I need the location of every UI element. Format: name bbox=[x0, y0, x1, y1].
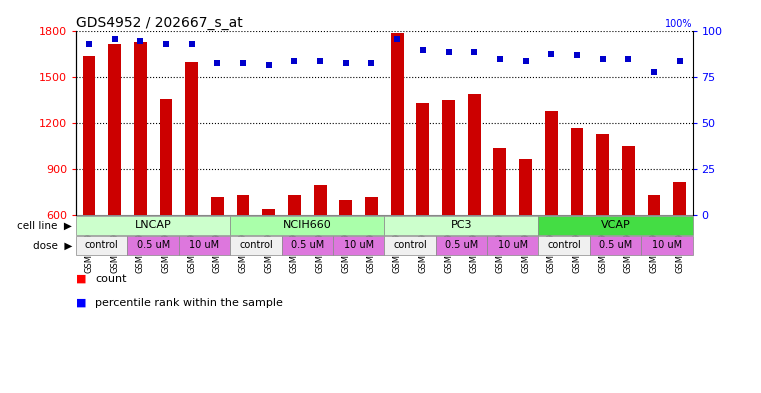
Text: control: control bbox=[547, 241, 581, 250]
Text: dose  ▶: dose ▶ bbox=[33, 241, 72, 250]
Bar bbox=[545, 111, 558, 215]
Text: percentile rank within the sample: percentile rank within the sample bbox=[95, 298, 283, 308]
Bar bbox=[519, 159, 532, 215]
Point bbox=[442, 48, 454, 55]
Bar bbox=[288, 195, 301, 215]
Text: 0.5 uM: 0.5 uM bbox=[599, 241, 632, 250]
Point bbox=[571, 52, 583, 59]
Point bbox=[597, 56, 609, 62]
Point bbox=[391, 36, 403, 42]
Bar bbox=[339, 200, 352, 215]
Bar bbox=[108, 44, 121, 215]
Text: PC3: PC3 bbox=[451, 220, 472, 230]
Point bbox=[520, 58, 532, 64]
Bar bbox=[263, 209, 275, 215]
Bar bbox=[76, 236, 128, 255]
Bar bbox=[435, 236, 487, 255]
Bar bbox=[179, 236, 230, 255]
Bar bbox=[596, 134, 609, 215]
Bar bbox=[571, 128, 584, 215]
Bar bbox=[590, 236, 641, 255]
Point bbox=[186, 41, 198, 48]
Text: 10 uM: 10 uM bbox=[498, 241, 528, 250]
Text: ■: ■ bbox=[76, 274, 87, 284]
Bar bbox=[211, 197, 224, 215]
Text: control: control bbox=[239, 241, 272, 250]
Point bbox=[545, 50, 557, 57]
Point bbox=[288, 58, 301, 64]
Bar bbox=[493, 148, 506, 215]
Bar bbox=[538, 216, 693, 235]
Text: ■: ■ bbox=[76, 298, 87, 308]
Point bbox=[212, 60, 224, 66]
Bar bbox=[128, 236, 179, 255]
Point bbox=[263, 61, 275, 68]
Point bbox=[673, 58, 686, 64]
Text: 100%: 100% bbox=[665, 18, 693, 29]
Bar bbox=[384, 216, 538, 235]
Text: 0.5 uM: 0.5 uM bbox=[291, 241, 324, 250]
Text: count: count bbox=[95, 274, 126, 284]
Bar bbox=[230, 236, 282, 255]
Bar bbox=[442, 100, 455, 215]
Text: LNCAP: LNCAP bbox=[135, 220, 171, 230]
Bar bbox=[641, 236, 693, 255]
Bar bbox=[487, 236, 538, 255]
Bar bbox=[648, 195, 661, 215]
Point bbox=[339, 60, 352, 66]
Text: 0.5 uM: 0.5 uM bbox=[444, 241, 478, 250]
Bar bbox=[185, 62, 198, 215]
Point bbox=[109, 36, 121, 42]
Bar bbox=[622, 146, 635, 215]
Bar bbox=[365, 197, 378, 215]
Text: 10 uM: 10 uM bbox=[343, 241, 374, 250]
Text: 10 uM: 10 uM bbox=[651, 241, 682, 250]
Bar bbox=[82, 56, 95, 215]
Point bbox=[365, 60, 377, 66]
Text: GDS4952 / 202667_s_at: GDS4952 / 202667_s_at bbox=[76, 17, 243, 30]
Point bbox=[622, 56, 635, 62]
Bar bbox=[230, 216, 384, 235]
Point bbox=[83, 41, 95, 48]
Bar bbox=[76, 216, 230, 235]
Point bbox=[648, 69, 660, 75]
Bar bbox=[134, 42, 147, 215]
Point bbox=[314, 58, 326, 64]
Bar bbox=[160, 99, 173, 215]
Text: 10 uM: 10 uM bbox=[189, 241, 220, 250]
Point bbox=[417, 47, 429, 53]
Text: control: control bbox=[85, 241, 119, 250]
Text: cell line  ▶: cell line ▶ bbox=[18, 220, 72, 230]
Text: VCAP: VCAP bbox=[600, 220, 630, 230]
Bar bbox=[314, 185, 326, 215]
Bar bbox=[333, 236, 384, 255]
Point bbox=[160, 41, 172, 48]
Point bbox=[494, 56, 506, 62]
Bar bbox=[237, 195, 250, 215]
Text: NCIH660: NCIH660 bbox=[283, 220, 332, 230]
Bar bbox=[282, 236, 333, 255]
Point bbox=[468, 48, 480, 55]
Point bbox=[237, 60, 249, 66]
Bar bbox=[538, 236, 590, 255]
Bar bbox=[390, 33, 403, 215]
Bar bbox=[384, 236, 435, 255]
Bar bbox=[416, 103, 429, 215]
Point bbox=[134, 37, 146, 44]
Text: control: control bbox=[393, 241, 427, 250]
Bar bbox=[673, 182, 686, 215]
Text: 0.5 uM: 0.5 uM bbox=[136, 241, 170, 250]
Bar bbox=[468, 94, 481, 215]
